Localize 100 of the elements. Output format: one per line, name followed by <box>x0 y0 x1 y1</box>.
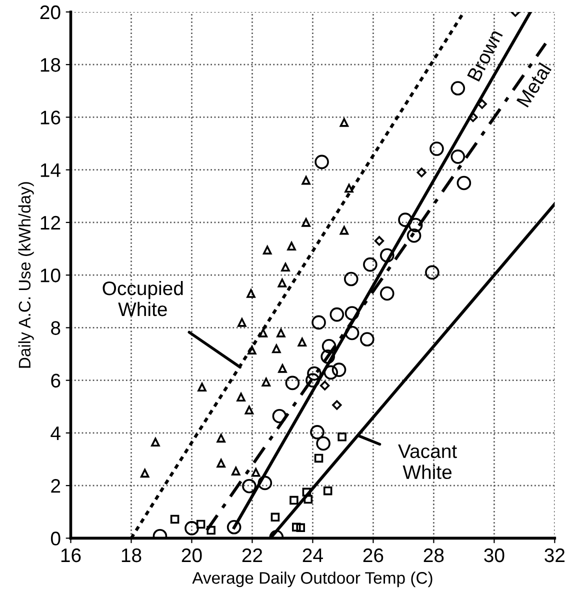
y-tick-label: 18 <box>40 58 60 72</box>
point <box>216 434 226 443</box>
point <box>298 338 307 347</box>
point <box>468 112 478 122</box>
point <box>330 307 344 322</box>
point <box>302 488 312 497</box>
point <box>340 118 349 127</box>
point <box>258 328 268 338</box>
point <box>278 278 287 288</box>
point <box>281 262 290 272</box>
point <box>416 168 426 178</box>
point <box>320 349 335 364</box>
point <box>272 344 281 354</box>
point <box>184 521 199 536</box>
x-tick-label: 28 <box>424 548 444 562</box>
point <box>270 512 280 522</box>
point <box>430 142 444 156</box>
point <box>206 526 216 535</box>
point <box>344 306 360 320</box>
point <box>248 346 256 354</box>
point <box>338 432 346 442</box>
point <box>258 476 272 490</box>
point <box>216 458 226 468</box>
point <box>450 81 466 96</box>
point <box>425 265 440 280</box>
y-tick-label: 6 <box>51 374 60 388</box>
point <box>242 478 256 494</box>
y-tick-label: 20 <box>40 5 60 20</box>
point <box>310 425 324 440</box>
point <box>292 522 301 532</box>
x-tick-label: 26 <box>363 548 384 562</box>
point <box>344 184 354 193</box>
x-tick-label: 22 <box>242 548 262 562</box>
point <box>306 373 320 388</box>
annotation: Occupied White <box>102 280 183 316</box>
point <box>314 154 329 170</box>
point <box>344 326 360 340</box>
point <box>340 226 349 235</box>
point <box>238 318 246 327</box>
y-tick-label: 10 <box>40 268 60 282</box>
point <box>332 362 346 377</box>
point <box>226 520 242 534</box>
y-tick-label: 0 <box>50 532 60 546</box>
point <box>363 257 378 272</box>
y-tick-label: 4 <box>50 426 60 440</box>
point <box>456 176 472 190</box>
y-tick-label: 16 <box>40 110 60 124</box>
y-tick-label: 12 <box>40 216 60 230</box>
point <box>170 514 180 524</box>
point <box>322 338 336 354</box>
point <box>276 328 286 338</box>
point <box>198 382 206 392</box>
point <box>307 366 322 381</box>
point <box>296 523 305 532</box>
point <box>232 466 240 476</box>
point <box>324 365 338 380</box>
point <box>244 406 254 414</box>
point <box>408 218 423 232</box>
y-tick-label: 8 <box>51 321 60 335</box>
point <box>323 486 332 496</box>
point <box>262 378 271 387</box>
point <box>151 438 160 447</box>
point <box>287 242 296 251</box>
x-axis-title: Average Daily Outdoor Temp (C) <box>192 572 432 588</box>
x-tick-label: 24 <box>302 548 323 562</box>
x-tick-label: 20 <box>182 548 202 562</box>
point <box>316 436 330 451</box>
point <box>320 380 330 390</box>
point <box>246 289 256 298</box>
y-tick-label: 14 <box>40 164 60 177</box>
point <box>314 454 324 463</box>
point <box>236 392 246 402</box>
point <box>272 408 287 424</box>
point <box>332 400 342 410</box>
point <box>344 272 358 286</box>
point <box>304 494 313 504</box>
point <box>285 376 300 390</box>
point <box>196 520 206 529</box>
y-axis-title: Daily A.C. Use (kWh/day) <box>18 182 34 368</box>
point <box>290 496 298 505</box>
point <box>140 468 150 478</box>
point <box>398 212 412 227</box>
y-tick-label: 2 <box>51 479 60 493</box>
point <box>380 248 394 262</box>
point <box>360 332 374 346</box>
x-tick-label: 30 <box>484 548 504 562</box>
point <box>374 236 384 246</box>
point <box>380 286 394 301</box>
point <box>312 315 326 330</box>
x-tick-label: 18 <box>122 548 142 562</box>
point <box>278 364 287 373</box>
point <box>450 150 466 164</box>
x-tick-label: 32 <box>544 548 565 562</box>
point <box>477 99 487 109</box>
x-tick-label: 16 <box>61 548 81 562</box>
point <box>262 246 272 254</box>
point <box>302 218 310 227</box>
annotation: Vacant White <box>398 444 457 480</box>
point <box>406 228 422 243</box>
point <box>302 176 310 185</box>
